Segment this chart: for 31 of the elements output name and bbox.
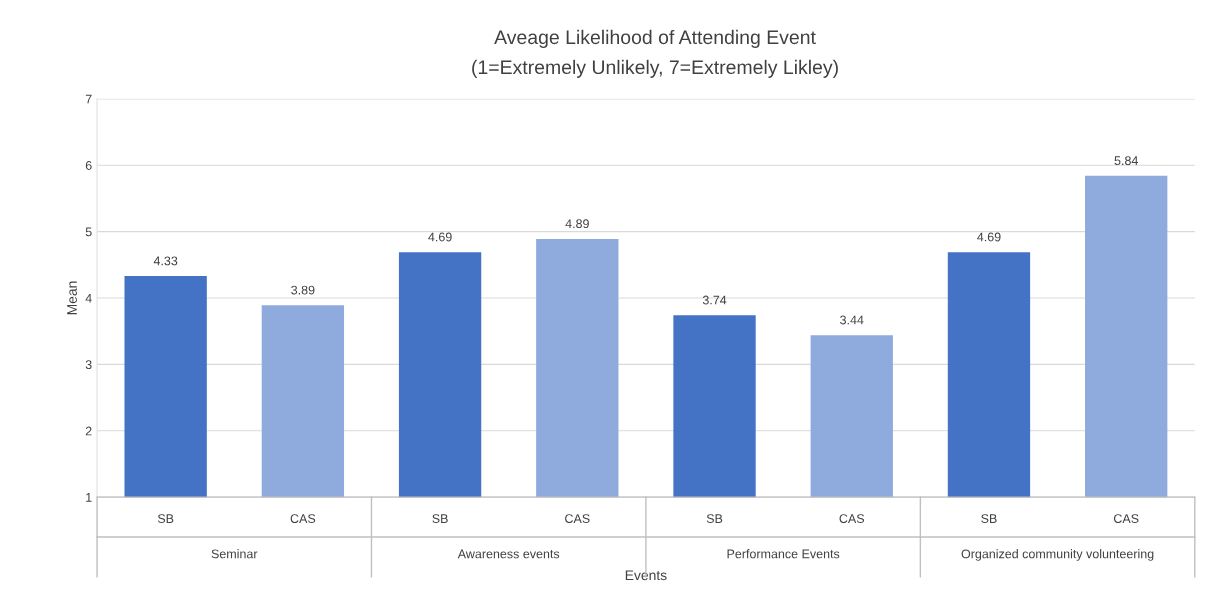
chart-subtitle: (1=Extremely Unlikely, 7=Extremely Likley): [472, 59, 838, 78]
y-tick-label: 7: [85, 94, 92, 104]
text: SB: [157, 514, 174, 524]
series-label: SB: [432, 514, 448, 524]
y-tick-label: 2: [85, 426, 92, 436]
x-tick-label: Awareness events: [457, 549, 560, 559]
chart-title: Aveage Likelihood of Attending Event: [494, 29, 816, 48]
data-label: 4.33: [153, 256, 178, 266]
series-label: CAS: [1113, 514, 1139, 524]
x-tick-label: Performance Events: [727, 549, 840, 559]
text: SB: [706, 514, 723, 524]
text: CAS: [290, 514, 316, 524]
data-label: 3.89: [291, 285, 315, 295]
data-label: 5.84: [1114, 156, 1138, 166]
x-tick-label: Organized community volunteering: [961, 549, 1154, 561]
y-axis-title: Mean: [67, 281, 77, 315]
y-tick-label: 4: [85, 293, 92, 303]
y-tick-label: 6: [85, 161, 92, 170]
text: CAS: [839, 514, 865, 524]
text: SB: [981, 514, 997, 524]
data-label: 4.89: [565, 219, 589, 229]
text: CAS: [565, 514, 590, 524]
y-tick-label: 5: [85, 227, 92, 237]
data-label: 3.44: [840, 315, 864, 325]
y-tick-label: 3: [85, 360, 92, 370]
data-label: 4.69: [977, 232, 1001, 242]
x-axis-title: Events: [625, 570, 667, 581]
x-tick-label: Seminar: [211, 549, 258, 559]
data-label: 3.74: [702, 295, 727, 305]
data-label: 4.69: [428, 232, 452, 242]
y-tick-label: 1: [86, 493, 92, 502]
